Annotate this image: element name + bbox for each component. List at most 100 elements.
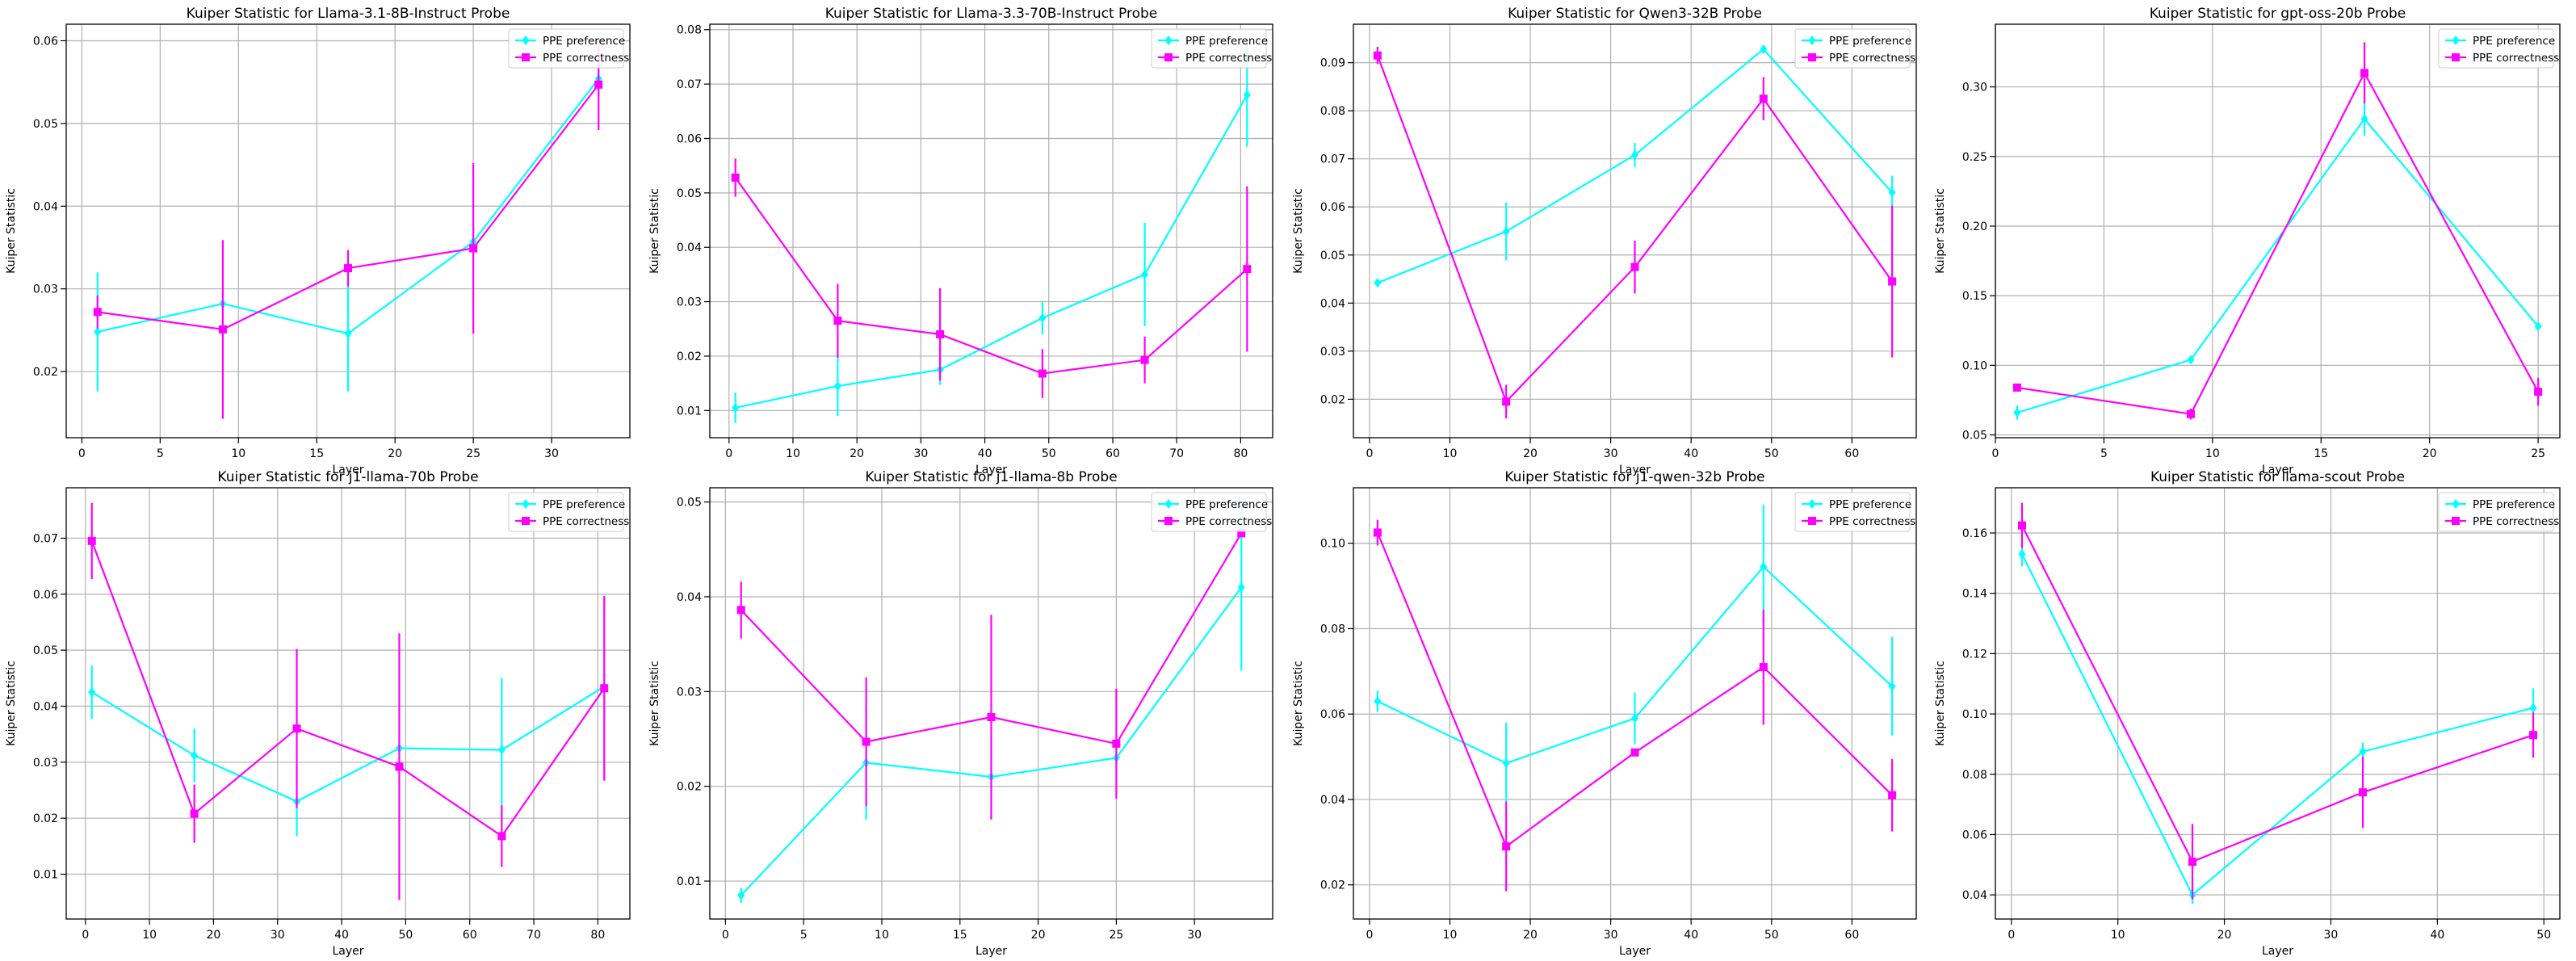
chart-title: Kuiper Statistic for gpt-oss-20b Probe [2150,6,2406,22]
series-line-0 [91,686,605,803]
x-tick-label: 20 [388,447,402,460]
legend: PPE preference PPE correctness [2438,492,2559,532]
x-tick-label: 10 [1443,929,1458,942]
y-tick-label: 0.08 [1320,105,1345,118]
y-axis-label: Kuiper Statistic [1934,661,1947,746]
y-tick-label: 0.06 [1320,201,1345,214]
y-tick-label: 0.12 [1962,648,1987,661]
x-tick-label: 15 [953,929,967,942]
chart-title: Kuiper Statistic for Llama-3.1-8B-Instru… [187,6,510,22]
legend-label: PPE preference [1185,498,1268,511]
data-point-preference [1141,269,1149,279]
y-tick-label: 0.09 [1320,57,1345,70]
y-axis-label: Kuiper Statistic [1292,188,1305,274]
x-tick-label: 30 [2324,929,2339,942]
x-tick-label: 60 [1844,447,1859,460]
y-tick-label: 0.04 [33,200,58,213]
data-point-preference [2360,114,2368,124]
x-tick-label: 30 [271,929,285,942]
y-tick-label: 0.07 [33,532,58,545]
data-point-correctness [344,264,352,273]
data-point-preference [191,750,199,761]
y-tick-label: 0.04 [677,241,702,254]
y-tick-label: 0.03 [33,757,58,770]
y-tick-label: 0.16 [1962,527,1987,540]
y-tick-label: 0.04 [33,700,58,713]
y-tick-label: 0.08 [1320,623,1345,636]
data-point-correctness [1630,262,1639,271]
y-axis-label: Kuiper Statistic [5,188,18,274]
legend: PPE preference PPE correctness [1151,492,1272,532]
x-tick-label: 0 [725,447,732,460]
plot-frame [65,487,631,920]
plot-frame [65,23,631,439]
legend-label: PPE preference [1185,35,1268,48]
data-point-preference [94,326,102,337]
x-tick-label: 30 [544,447,559,460]
x-tick-label: 0 [82,929,89,942]
x-tick-label: 40 [2430,929,2444,942]
x-tick-label: 20 [207,929,221,942]
plot-frame [1995,487,2561,920]
legend-marker-diamond [1164,36,1173,45]
x-tick-label: 10 [786,447,800,460]
y-tick-label: 0.06 [1320,708,1345,721]
y-tick-label: 0.02 [1320,393,1345,406]
x-tick-label: 60 [1844,929,1859,942]
legend-marker-diamond [522,499,530,509]
data-point-correctness [833,317,842,325]
y-tick-label: 0.05 [677,497,702,510]
data-point-correctness [469,244,478,253]
data-point-preference [1888,187,1896,198]
y-tick-label: 0.05 [677,187,702,200]
y-tick-label: 0.02 [1320,879,1345,892]
y-tick-label: 0.14 [1962,588,1987,601]
legend-marker-diamond [2452,36,2460,45]
chart-panel-0: 0 5 10 15 20 25 30 0.02 0.03 0.04 0.05 0.06 Kuiper S… [5,6,631,476]
data-point-correctness [862,737,871,746]
series-line-1 [2016,70,2540,415]
x-tick-label: 20 [1523,447,1538,460]
x-tick-label: 5 [800,929,808,942]
x-tick-label: 50 [1042,447,1056,460]
y-tick-label: 0.08 [677,24,702,37]
chart-title: Kuiper Statistic for j1-llama-70b Probe [217,469,478,485]
legend-label: PPE correctness [1185,52,1272,65]
chart-panel-4: 0 10 20 30 40 50 60 70 80 0.01 0.02 0.03 0.04 0.05 0.0… [5,469,631,958]
data-point-correctness [1237,529,1246,538]
y-axis-label: Kuiper Statistic [5,661,18,746]
x-tick-label: 25 [2531,447,2545,460]
x-tick-label: 80 [590,929,605,942]
y-tick-label: 0.02 [33,812,58,825]
plot-frame [709,487,1273,920]
y-tick-label: 0.02 [33,366,58,379]
data-point-correctness [1038,369,1047,378]
y-tick-label: 0.07 [1320,153,1345,166]
data-point-preference [2013,407,2021,418]
y-tick-label: 0.06 [33,35,58,48]
y-tick-label: 0.01 [33,869,58,882]
legend-marker-diamond [522,36,530,45]
data-point-correctness [1759,94,1768,103]
data-point-preference [1760,561,1768,572]
x-tick-label: 60 [1105,447,1120,460]
x-tick-label: 50 [1764,929,1779,942]
data-point-correctness [395,762,404,771]
legend-label: PPE correctness [2473,52,2559,65]
y-tick-label: 0.03 [33,283,58,296]
y-tick-label: 0.04 [1962,889,1987,902]
data-point-correctness [190,809,199,818]
x-tick-label: 50 [2536,929,2551,942]
y-tick-label: 0.30 [1962,82,1987,94]
data-point-correctness [218,325,227,334]
legend: PPE preference PPE correctness [508,492,629,532]
chart-panel-1: 0 10 20 30 40 50 60 70 80 0.01 0.02 0.03 0.04 0.05 0.0… [648,6,1273,476]
x-axis-label: Layer [975,945,1007,958]
plot-frame [1995,23,2561,439]
y-tick-label: 0.15 [1962,290,1987,303]
legend-label: PPE preference [2473,498,2555,511]
data-point-correctness [93,308,102,317]
data-point-preference [1888,681,1896,691]
legend-label: PPE preference [1829,498,1911,511]
